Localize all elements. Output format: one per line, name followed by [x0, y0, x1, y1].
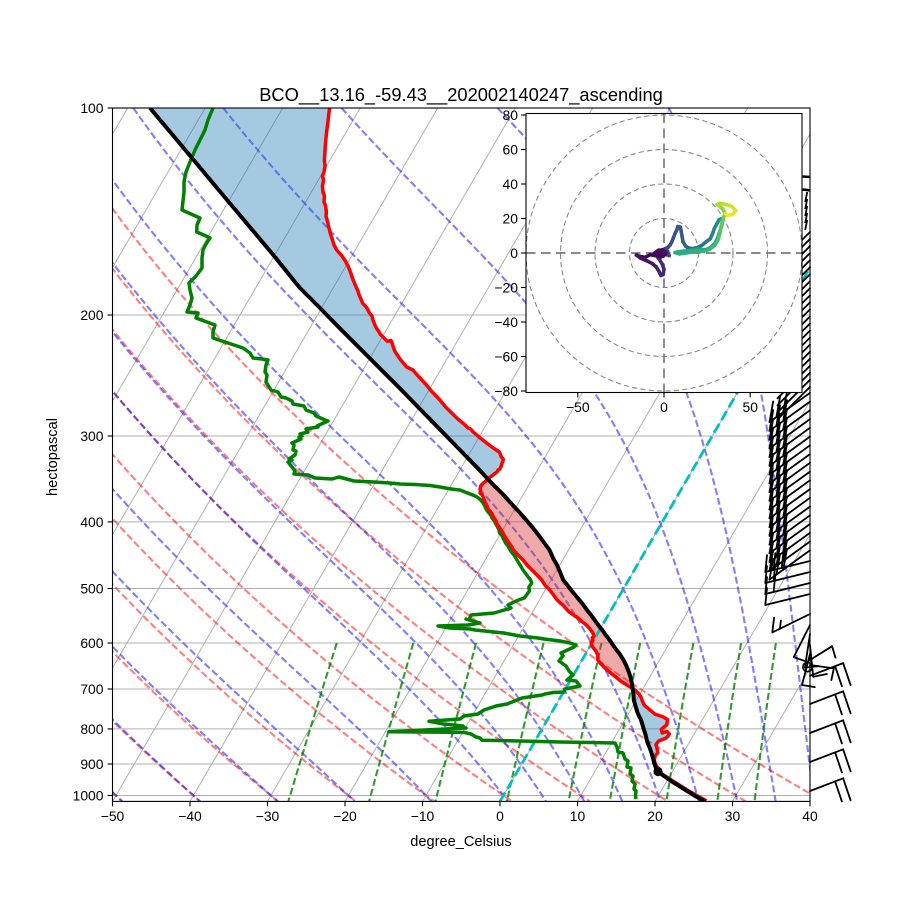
svg-text:−10: −10: [411, 808, 435, 824]
svg-text:20: 20: [647, 808, 663, 824]
svg-text:50: 50: [742, 399, 758, 415]
svg-text:−40: −40: [178, 808, 202, 824]
svg-text:100: 100: [80, 100, 103, 116]
svg-text:−30: −30: [256, 808, 280, 824]
svg-text:BCO__13.16_-59.43__20200214024: BCO__13.16_-59.43__202002140247_ascendin…: [259, 84, 663, 106]
svg-text:0: 0: [496, 808, 504, 824]
svg-text:0: 0: [660, 399, 668, 415]
svg-text:30: 30: [725, 808, 741, 824]
svg-text:−50: −50: [566, 399, 590, 415]
svg-text:10: 10: [570, 808, 586, 824]
svg-text:600: 600: [80, 635, 103, 651]
svg-text:300: 300: [80, 428, 103, 444]
svg-text:80: 80: [503, 107, 519, 123]
svg-text:200: 200: [80, 307, 103, 323]
svg-text:40: 40: [503, 176, 519, 192]
svg-text:40: 40: [802, 808, 818, 824]
svg-text:400: 400: [80, 514, 103, 530]
svg-text:900: 900: [80, 756, 103, 772]
svg-text:60: 60: [503, 141, 519, 157]
svg-text:1000: 1000: [73, 787, 104, 803]
svg-text:degree_Celsius: degree_Celsius: [410, 834, 511, 850]
svg-text:hectopascal: hectopascal: [45, 418, 61, 496]
svg-text:−20: −20: [333, 808, 357, 824]
svg-text:−40: −40: [494, 314, 518, 330]
svg-text:800: 800: [80, 721, 103, 737]
svg-text:−50: −50: [101, 808, 125, 824]
svg-text:−80: −80: [494, 383, 518, 399]
svg-text:500: 500: [80, 580, 103, 596]
svg-text:20: 20: [503, 210, 519, 226]
svg-text:700: 700: [80, 681, 103, 697]
svg-text:−60: −60: [494, 348, 518, 364]
svg-text:−20: −20: [494, 279, 518, 295]
svg-text:0: 0: [510, 245, 518, 261]
